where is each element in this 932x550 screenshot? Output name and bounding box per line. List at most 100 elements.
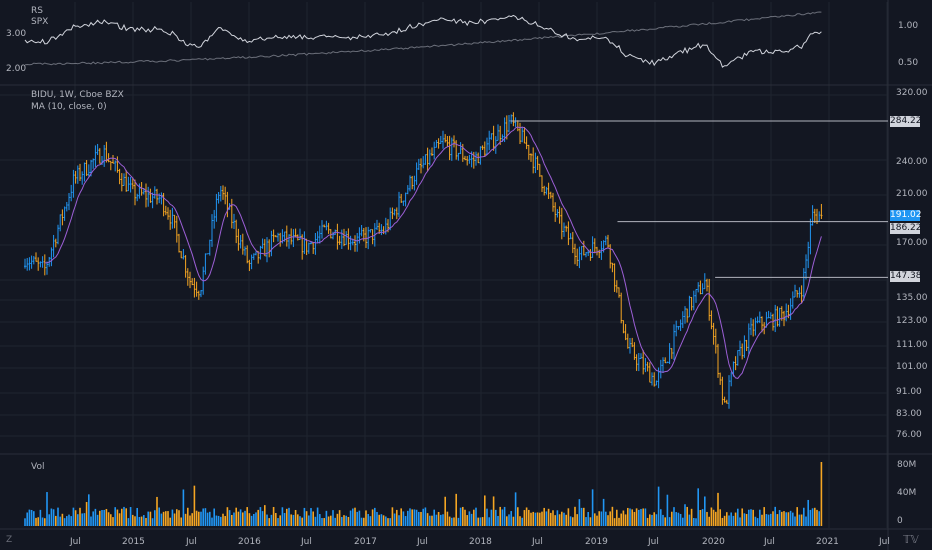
volume-bar — [44, 518, 46, 526]
ma-indicator-label[interactable]: MA (10, close, 0) — [31, 102, 107, 112]
volume-bar — [721, 517, 724, 526]
volume-bar — [250, 515, 253, 526]
volume-bar — [165, 511, 167, 526]
volume-bar — [794, 516, 796, 526]
volume-bar — [624, 514, 627, 526]
volume-bar — [396, 509, 398, 526]
volume-bar — [772, 511, 774, 526]
volume-bar — [715, 511, 717, 526]
price-tick: 123.00 — [896, 316, 928, 326]
volume-bar — [671, 511, 673, 526]
volume-bar — [336, 513, 339, 526]
volume-bar — [292, 514, 295, 526]
volume-bar — [761, 514, 763, 526]
volume-bar — [605, 511, 607, 526]
volume-bar — [180, 517, 182, 526]
volume-bar — [382, 515, 385, 526]
volume-bar — [264, 505, 266, 526]
volume-bar — [508, 514, 510, 526]
volume-bar — [211, 517, 213, 526]
volume-bar — [609, 511, 611, 526]
volume-bar — [631, 509, 633, 526]
volume-bar — [156, 496, 158, 526]
tradingview-logo-icon[interactable]: 𝕋𝕍 — [903, 533, 919, 546]
volume-bar — [92, 511, 94, 526]
rs-left-tick: 3.00 — [6, 29, 27, 39]
volume-bar — [792, 512, 794, 526]
volume-bar — [310, 508, 312, 526]
volume-bar — [613, 518, 616, 526]
volume-bar — [391, 507, 394, 526]
volume-bar — [455, 493, 457, 526]
volume-bar — [697, 488, 699, 526]
volume-bar — [55, 515, 57, 526]
volume-bar — [484, 495, 486, 526]
volume-bar — [299, 516, 301, 526]
volume-bar — [37, 517, 39, 526]
timezone-button[interactable]: Z — [6, 535, 13, 545]
volume-bar — [239, 509, 242, 526]
volume-bar — [578, 499, 581, 526]
volume-bar — [596, 515, 598, 526]
volume-bar — [444, 496, 446, 526]
volume-bar — [279, 515, 281, 526]
volume-bar — [459, 507, 462, 526]
volume-bar — [686, 506, 688, 526]
volume-bar — [776, 514, 779, 526]
volume-bar — [68, 514, 70, 526]
time-label: 2017 — [354, 537, 377, 547]
volume-bar — [589, 517, 592, 526]
volume-bar — [442, 514, 444, 526]
volume-bar — [114, 507, 116, 526]
volume-bar — [629, 508, 631, 526]
main-symbol-title[interactable]: BIDU, 1W, Cboe BZX — [31, 90, 124, 100]
rs-right-tick: 1.00 — [898, 21, 919, 31]
volume-bar — [664, 517, 666, 526]
price-tick: 135.00 — [896, 293, 928, 303]
volume-bar — [123, 506, 125, 526]
volume-bar — [616, 509, 618, 526]
volume-bar — [767, 514, 770, 526]
volume-bar — [268, 518, 270, 526]
volume-bar — [96, 514, 99, 526]
time-label: Jul — [70, 537, 81, 547]
volume-bar — [651, 514, 653, 526]
volume-bar — [448, 516, 451, 526]
volume-bar — [451, 517, 453, 526]
volume-bar — [323, 518, 325, 526]
volume-bar — [63, 518, 66, 526]
volume-bar — [393, 513, 396, 526]
price-tick: 111.00 — [896, 340, 928, 350]
volume-bar — [572, 517, 574, 526]
volume-bar — [787, 512, 790, 526]
volume-bar — [431, 515, 433, 526]
volume-bar — [462, 506, 464, 526]
volume-bar — [495, 509, 497, 526]
volume-bar — [275, 513, 277, 526]
volume-bar — [160, 513, 163, 526]
volume-bar — [154, 510, 156, 526]
volume-bar — [347, 516, 350, 526]
volume-bar — [785, 512, 787, 526]
volume-bar — [301, 517, 303, 526]
volume-bar — [343, 515, 345, 526]
volume-bar — [565, 514, 567, 526]
volume-bar — [189, 515, 191, 526]
volume-bar — [217, 515, 220, 526]
volume-bar — [765, 514, 768, 526]
volume-bar — [638, 509, 640, 526]
volume-bar — [473, 509, 475, 526]
volume-bar — [547, 508, 550, 526]
volume-bar — [587, 512, 589, 526]
volume-bar — [70, 516, 72, 526]
volume-bar — [297, 514, 299, 526]
volume-bar — [305, 511, 308, 526]
volume-bar — [530, 512, 532, 526]
volume-bar — [26, 512, 28, 526]
volume-tick: 80M — [897, 460, 917, 470]
level-price-label: 284.22 — [890, 116, 922, 127]
volume-bar — [125, 508, 127, 526]
volume-bar — [521, 517, 523, 526]
price-tick: 240.00 — [896, 157, 928, 167]
